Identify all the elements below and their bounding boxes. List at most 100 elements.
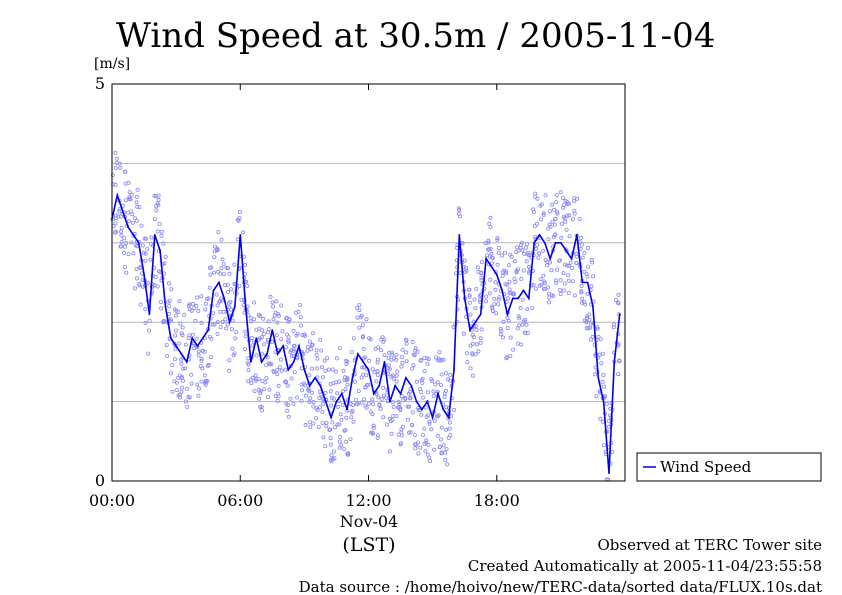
scatter-point — [497, 245, 502, 250]
scatter-point — [180, 325, 185, 330]
scatter-point — [375, 435, 380, 440]
series-point — [255, 337, 258, 339]
scatter-point — [190, 332, 195, 337]
scatter-point — [185, 386, 190, 391]
scatter-point — [307, 399, 312, 404]
scatter-point — [541, 248, 546, 253]
scatter-point — [518, 305, 523, 310]
scatter-point — [483, 299, 488, 304]
scatter-point — [371, 402, 376, 407]
series-point — [137, 241, 140, 244]
series-point — [447, 416, 450, 419]
scatter-point — [126, 252, 131, 257]
scatter-point — [218, 309, 223, 314]
scatter-point — [155, 229, 160, 234]
scatter-point — [531, 282, 536, 287]
series-point — [159, 249, 162, 252]
scatter-point — [535, 242, 540, 247]
scatter-point — [495, 237, 500, 242]
scatter-point — [216, 229, 221, 234]
scatter-point — [155, 284, 160, 289]
scatter-point — [209, 265, 214, 270]
scatter-point — [561, 203, 566, 208]
scatter-point — [554, 280, 559, 285]
scatter-point — [339, 443, 344, 448]
scatter-point — [129, 240, 134, 245]
scatter-point — [368, 337, 373, 342]
scatter-point — [475, 265, 480, 270]
scatter-point — [220, 257, 225, 262]
scatter-point — [245, 304, 250, 309]
scatter-point — [196, 349, 201, 354]
scatter-point — [357, 325, 362, 330]
scatter-point — [132, 286, 137, 291]
scatter-point — [199, 356, 204, 361]
series-point — [592, 305, 594, 308]
scatter-point — [133, 216, 138, 221]
scatter-point — [438, 383, 443, 388]
scatter-point — [381, 339, 386, 344]
series-point — [405, 376, 407, 379]
scatter-point — [566, 263, 571, 268]
scatter-point — [295, 331, 300, 336]
scatter-point — [310, 366, 315, 371]
legend-box — [636, 452, 822, 482]
series-point — [340, 392, 343, 395]
scatter-point — [379, 348, 384, 353]
scatter-point — [457, 214, 462, 219]
scatter-point — [567, 213, 572, 218]
scatter-point — [580, 255, 585, 260]
scatter-point — [416, 451, 421, 456]
scatter-point — [324, 420, 329, 425]
scatter-point — [176, 309, 181, 314]
scatter-point — [447, 420, 452, 425]
scatter-point — [384, 422, 389, 427]
scatter-point — [179, 331, 184, 336]
scatter-point — [418, 445, 423, 450]
y-tick-label: 0 — [95, 471, 105, 490]
scatter-point — [331, 396, 336, 401]
scatter-point — [221, 261, 226, 266]
scatter-point — [117, 161, 122, 166]
series-point — [330, 416, 332, 419]
scatter-point — [328, 389, 333, 394]
scatter-point — [591, 274, 596, 279]
scatter-point — [394, 357, 399, 362]
scatter-point — [500, 335, 505, 340]
scatter-point — [165, 300, 170, 305]
scatter-point — [617, 358, 622, 363]
series-point — [613, 361, 616, 363]
scatter-point — [270, 339, 275, 344]
scatter-point — [135, 187, 140, 192]
scatter-point — [268, 294, 273, 299]
scatter-point — [514, 270, 519, 275]
scatter-point — [587, 312, 592, 317]
scatter-point — [215, 331, 220, 336]
scatter-point — [187, 333, 192, 338]
scatter-point — [119, 233, 124, 238]
scatter-point — [473, 352, 478, 357]
series-point — [298, 345, 300, 347]
scatter-point — [420, 395, 425, 400]
scatter-point — [122, 236, 127, 241]
scatter-point — [317, 395, 322, 400]
scatter-point — [444, 405, 449, 410]
scatter-point — [536, 255, 541, 260]
series-point — [169, 337, 172, 339]
scatter-point — [146, 328, 151, 333]
scatter-point — [259, 404, 264, 409]
scatter-point — [180, 333, 185, 338]
scatter-point — [344, 415, 349, 420]
scatter-point — [496, 302, 501, 307]
scatter-point — [341, 368, 346, 373]
scatter-point — [394, 373, 399, 378]
scatter-point — [479, 270, 484, 275]
scatter-point — [259, 334, 264, 339]
scatter-point — [427, 421, 432, 426]
scatter-point — [148, 257, 153, 262]
scatter-point — [494, 311, 499, 316]
scatter-point — [329, 395, 334, 400]
scatter-point — [496, 250, 501, 255]
scatter-point — [584, 271, 589, 276]
scatter-point — [458, 270, 463, 275]
